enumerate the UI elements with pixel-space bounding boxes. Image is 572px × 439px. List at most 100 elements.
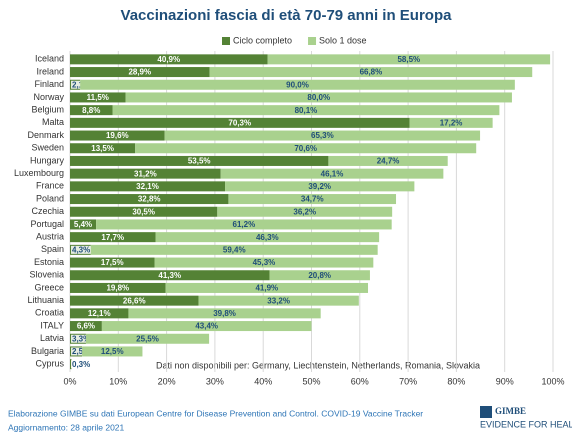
logo-name: GIMBE [495,406,526,416]
value-label: 45,3% [253,258,276,267]
y-tick-label: Latvia [40,333,64,343]
label-bg [71,334,93,343]
x-tick-label: 30% [206,376,224,386]
value-label: 58,5% [397,55,420,64]
value-label: 12,5% [101,347,124,356]
y-tick-label: Austria [36,232,64,242]
bar [85,333,210,344]
footer-updated: Aggiornamento: 28 aprile 2021 [8,422,125,432]
value-label: 13,5% [91,144,114,153]
y-tick-label: Sweden [31,143,64,153]
y-tick-label: Norway [33,92,64,102]
value-label: 17,7% [101,233,124,242]
y-tick-label: Croatia [35,308,64,318]
value-label: 24,7% [377,157,400,166]
bar [128,308,321,319]
value-label: 61,2% [233,220,256,229]
value-label: 33,2% [267,296,290,305]
x-tick-label: 40% [254,376,272,386]
bar [70,143,136,154]
value-label: 80,1% [295,106,318,115]
y-tick-label: Belgium [31,105,64,115]
y-tick-label: ITALY [40,320,64,330]
x-tick-label: 0% [63,376,76,386]
value-label: 0,3% [72,360,90,369]
bar [70,92,126,103]
bar [96,219,392,230]
legend-label: Solo 1 dose [319,35,367,45]
value-label: 32,1% [136,182,159,191]
bar [217,206,393,217]
bar [82,346,143,357]
bar [198,295,359,306]
bar [70,270,270,281]
bar [70,194,229,205]
value-label: 19,8% [106,284,129,293]
y-tick-label: Bulgaria [31,346,64,356]
bar [70,219,97,230]
bar [328,155,448,166]
value-label: 32,8% [138,195,161,204]
bar [80,79,515,90]
legend-label: Ciclo completo [233,35,292,45]
value-label: 20,8% [308,271,331,280]
value-label: 90,0% [286,80,309,89]
note: Dati non disponibili per: Germany, Liech… [156,360,480,370]
x-tick-label: 80% [447,376,465,386]
value-label: 30,5% [132,207,155,216]
bar [165,282,369,293]
y-tick-label: Slovenia [29,270,64,280]
value-label: 46,1% [321,169,344,178]
bar [70,206,218,217]
logo-icon [480,406,492,418]
bar [269,270,370,281]
value-label: 41,3% [158,271,181,280]
bar [90,244,378,255]
value-label: 66,8% [360,68,383,77]
y-tick-label: Portugal [30,219,64,229]
value-label: 28,9% [128,68,151,77]
bar [135,143,477,154]
bar [267,54,551,65]
bar [225,181,415,192]
bar [154,257,374,268]
value-label: 31,2% [134,169,157,178]
value-label: 40,9% [157,55,180,64]
value-label: 36,2% [293,207,316,216]
bar [209,67,533,78]
label-bg [71,360,93,369]
value-label: 5,4% [74,220,92,229]
x-tick-label: 10% [109,376,127,386]
y-tick-label: Estonia [34,257,64,267]
y-tick-label: Poland [36,193,64,203]
bar [155,232,380,243]
bar [228,194,397,205]
value-label: 6,6% [77,322,95,331]
bar [70,232,156,243]
y-tick-label: Hungary [30,155,65,165]
bar [70,295,199,306]
x-tick-label: 90% [496,376,514,386]
value-label: 70,3% [228,118,251,127]
bar [409,117,493,128]
value-label: 41,9% [255,284,278,293]
y-tick-label: Malta [42,117,64,127]
value-label: 43,4% [195,322,218,331]
y-tick-label: France [36,181,64,191]
value-label: 3,3% [72,334,90,343]
y-tick-label: Denmark [27,130,64,140]
bar [220,168,444,179]
value-label: 80,0% [307,93,330,102]
x-tick-label: 20% [158,376,176,386]
bar [70,117,410,128]
footer-source: Elaborazione GIMBE su dati European Cent… [8,408,423,418]
bar [70,308,129,319]
value-label: 19,6% [106,131,129,140]
bar [164,130,481,141]
legend-swatch [308,37,317,45]
logo-tagline: EVIDENCE FOR HEALTH [480,419,572,429]
y-tick-label: Czechia [31,206,64,216]
bar [125,92,512,103]
value-label: 39,8% [213,309,236,318]
value-label: 25,5% [136,334,159,343]
